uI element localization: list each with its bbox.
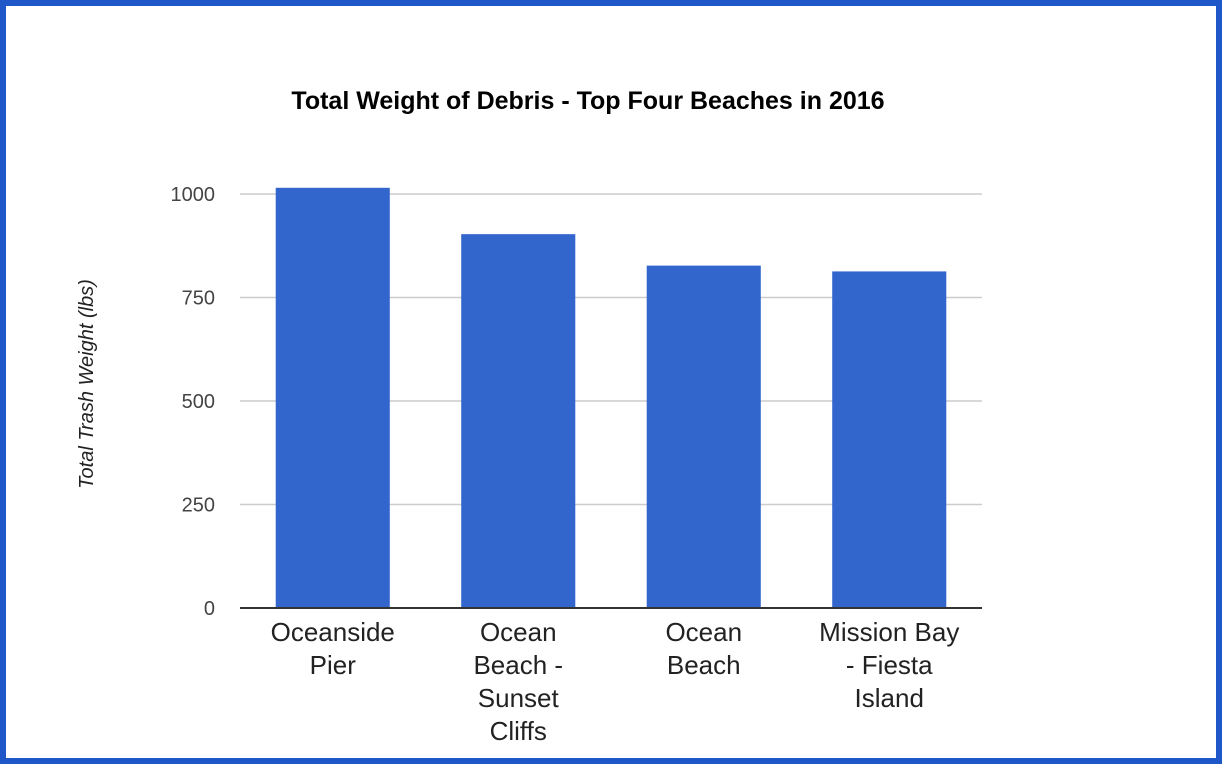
y-tick-label: 500 (182, 391, 215, 413)
y-tick-label: 750 (182, 288, 215, 310)
bar (461, 234, 576, 608)
bars (275, 187, 947, 609)
x-axis-ticks: Oceanside Pier Ocean Beach -Sunset Cliffs Oce… (271, 617, 960, 746)
y-axis-label: Total Trash Weight (lbs) (76, 279, 98, 489)
chart-title: Total Weight of Debris - Top Four Beache… (291, 87, 884, 115)
y-tick-label: 250 (182, 495, 215, 517)
y-tick-label: 0 (204, 598, 215, 620)
x-tick-label: Ocean Beach (665, 617, 742, 680)
bar (275, 187, 390, 609)
y-axis-ticks: 0 250 500 750 1000 (171, 184, 216, 620)
y-tick-label: 1000 (171, 184, 216, 206)
bar (646, 265, 761, 608)
bar (832, 271, 947, 608)
x-tick-label: Oceanside Pier (271, 617, 395, 680)
x-tick-label: Mission Bay - Fiesta Island (819, 617, 959, 713)
x-tick-label: Ocean Beach -Sunset Cliffs (473, 617, 563, 746)
